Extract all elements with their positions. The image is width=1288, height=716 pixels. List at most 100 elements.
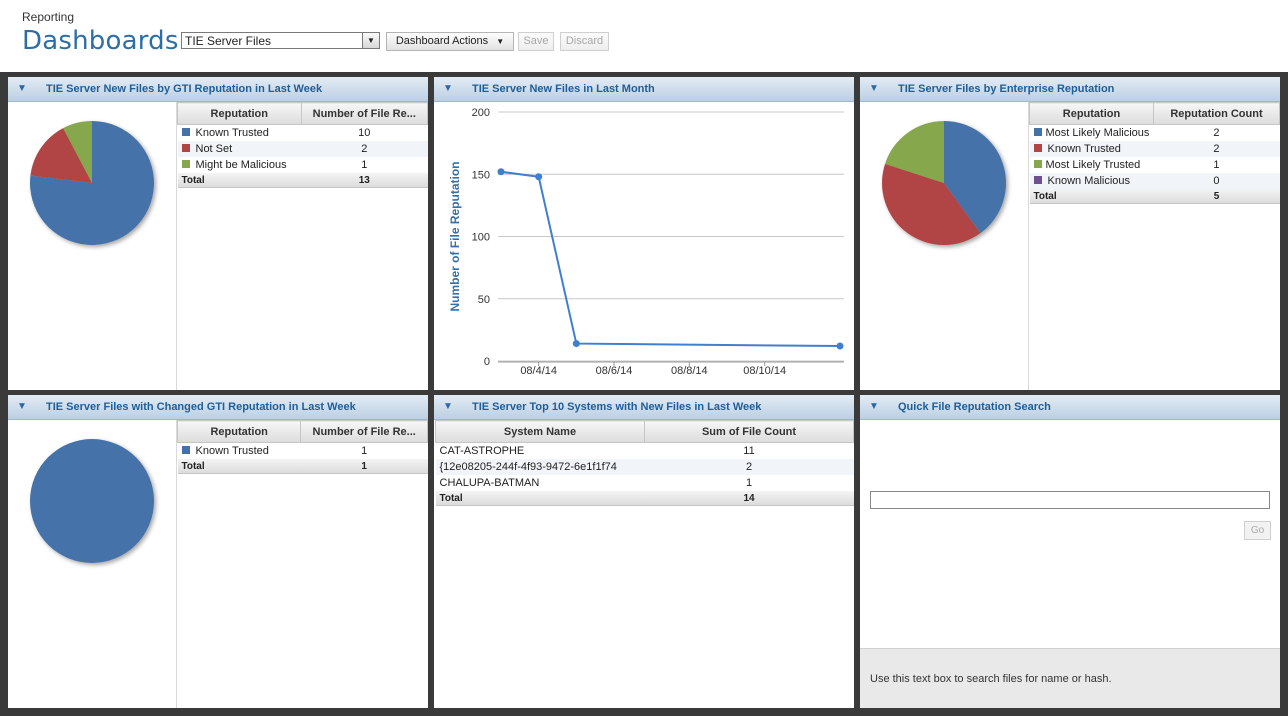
panel-quick-file-search: ▼ Quick File Reputation Search Go Use th… <box>860 395 1280 708</box>
row-label: CAT-ASTROPHE <box>439 445 525 457</box>
panel-title-bar[interactable]: ▼ TIE Server Files by Enterprise Reputat… <box>860 77 1280 102</box>
go-button[interactable]: Go <box>1244 521 1271 540</box>
panel-title-bar[interactable]: ▼ TIE Server New Files by GTI Reputation… <box>8 77 428 102</box>
column-header-reputation[interactable]: Reputation <box>1029 102 1154 125</box>
save-button[interactable]: Save <box>518 32 554 51</box>
panel-divider <box>176 420 177 708</box>
table-row[interactable]: Known Trusted 1 <box>178 443 428 460</box>
total-label: Total <box>435 491 645 506</box>
panel-title-bar[interactable]: ▼ TIE Server New Files in Last Month <box>434 77 854 102</box>
column-header-reputation[interactable]: Reputation <box>176 420 302 443</box>
pie-slice-most-likely-malicious[interactable] <box>944 121 1006 234</box>
page-header: Reporting Dashboards TIE Server Files ▼ … <box>0 0 1288 72</box>
panel-divider <box>1028 102 1029 390</box>
x-tick-label: 08/4/14 <box>520 365 557 377</box>
search-help-text: Use this text box to search files for na… <box>860 648 1280 708</box>
row-value: 2 <box>644 459 854 475</box>
table-row[interactable]: Not Set 2 <box>177 141 428 157</box>
row-value: 2 <box>301 141 428 157</box>
table-row[interactable]: {12e08205-244f-4f93-9472-6e1f1f74 2 <box>435 459 854 475</box>
column-header-count[interactable]: Number of File Re... <box>300 420 428 443</box>
line-chart-month: 0 50 100 150 200 08/4/14 08/6/14 08/8/14 08/10/1… <box>448 107 844 377</box>
y-tick-label: 200 <box>472 107 490 119</box>
pie-slice-most-likely-trusted[interactable] <box>885 120 944 183</box>
table-row[interactable]: Known Trusted 2 <box>1029 141 1280 157</box>
legend-swatch <box>1033 128 1042 137</box>
legend-swatch <box>1033 160 1042 169</box>
reputation-table: Reputation Reputation Count Most Likely … <box>1029 102 1280 204</box>
reputation-table: Reputation Number of File Re... Known Tr… <box>176 420 428 474</box>
y-tick-label: 100 <box>472 232 490 244</box>
collapse-triangle-icon[interactable]: ▼ <box>17 401 27 412</box>
data-point[interactable] <box>836 342 844 350</box>
table-row[interactable]: Known Malicious 0 <box>1029 173 1280 189</box>
collapse-triangle-icon[interactable]: ▼ <box>869 83 879 94</box>
panel-title: TIE Server Files by Enterprise Reputatio… <box>898 83 1115 95</box>
discard-button[interactable]: Discard <box>560 32 609 51</box>
panel-title-bar[interactable]: ▼ Quick File Reputation Search <box>860 395 1280 420</box>
collapse-triangle-icon[interactable]: ▼ <box>443 83 453 94</box>
pie-slice-known-trusted[interactable] <box>30 439 154 563</box>
legend-swatch <box>1033 144 1042 153</box>
column-header-file-count[interactable]: Sum of File Count <box>644 420 854 443</box>
column-header-count[interactable]: Number of File Re... <box>300 102 428 125</box>
dashboard-select-value: TIE Server Files <box>185 34 272 48</box>
panel-title: Quick File Reputation Search <box>898 401 1051 413</box>
table-row[interactable]: Most Likely Trusted 1 <box>1030 157 1280 173</box>
table-total-row: Total 5 <box>1029 189 1280 204</box>
total-label: Total <box>177 459 301 474</box>
collapse-triangle-icon[interactable]: ▼ <box>443 401 453 412</box>
total-value: 14 <box>644 491 854 506</box>
file-search-input[interactable] <box>870 491 1270 509</box>
y-tick-label: 0 <box>484 356 490 368</box>
table-total-row: Total 13 <box>177 173 428 188</box>
page-title: Dashboards <box>22 26 179 56</box>
chevron-down-icon: ▼ <box>496 37 505 46</box>
panel-title-bar[interactable]: ▼ TIE Server Top 10 Systems with New Fil… <box>434 395 854 420</box>
y-axis-label: Number of File Reputation <box>448 162 462 312</box>
chevron-down-icon[interactable]: ▼ <box>362 33 379 48</box>
dashboard-select[interactable]: TIE Server Files ▼ <box>181 32 380 49</box>
pie-chart-gti <box>30 121 155 245</box>
panel-top10-systems: ▼ TIE Server Top 10 Systems with New Fil… <box>434 395 854 708</box>
y-tick-label: 50 <box>478 294 490 306</box>
column-header-reputation[interactable]: Reputation <box>177 102 302 125</box>
panel-new-files-month: ▼ TIE Server New Files in Last Month 0 50… <box>434 77 854 390</box>
table-row[interactable]: Known Trusted 10 <box>178 125 428 142</box>
row-label: Known Trusted <box>195 127 269 139</box>
row-label: Known Trusted <box>1047 143 1121 155</box>
row-value: 1 <box>361 159 368 171</box>
row-value: 11 <box>743 445 755 457</box>
table-row[interactable]: CHALUPA-BATMAN 1 <box>436 475 854 491</box>
panel-title-bar[interactable]: ▼ TIE Server Files with Changed GTI Repu… <box>8 395 428 420</box>
dashboard-actions-button[interactable]: Dashboard Actions ▼ <box>386 32 514 51</box>
total-label: Total <box>177 173 302 188</box>
column-header-system-name[interactable]: System Name <box>435 420 645 443</box>
pie-slice-not-set[interactable] <box>30 128 92 183</box>
data-point[interactable] <box>572 340 580 348</box>
panel-gti-reputation-week: ▼ TIE Server New Files by GTI Reputation… <box>8 77 428 390</box>
data-point[interactable] <box>535 173 543 181</box>
collapse-triangle-icon[interactable]: ▼ <box>869 401 879 412</box>
pie-slice-known-trusted[interactable] <box>882 163 981 245</box>
collapse-triangle-icon[interactable]: ▼ <box>17 83 27 94</box>
dashboard-actions-label: Dashboard Actions <box>395 35 489 47</box>
table-row[interactable]: Might be Malicious 1 <box>178 157 428 173</box>
breadcrumb[interactable]: Reporting <box>22 10 75 24</box>
column-header-count[interactable]: Reputation Count <box>1152 102 1280 125</box>
row-label: CHALUPA-BATMAN <box>439 477 540 489</box>
panel-changed-gti-reputation: ▼ TIE Server Files with Changed GTI Repu… <box>8 395 428 708</box>
table-total-row: Total 1 <box>177 459 428 474</box>
legend-swatch <box>181 144 190 153</box>
row-label: Most Likely Trusted <box>1045 159 1141 171</box>
data-point[interactable] <box>497 168 505 176</box>
pie-chart-changed <box>30 439 154 563</box>
reputation-table: Reputation Number of File Re... Known Tr… <box>177 102 428 188</box>
row-label: Known Malicious <box>1047 175 1131 187</box>
table-row[interactable]: CAT-ASTROPHE 11 <box>436 443 854 460</box>
x-tick-label: 08/6/14 <box>596 365 633 377</box>
x-tick-label: 08/8/14 <box>671 365 708 377</box>
table-row[interactable]: Most Likely Malicious 2 <box>1030 125 1280 142</box>
pie-slice-might-be-malicious[interactable] <box>63 121 92 183</box>
pie-chart-enterprise <box>882 120 1006 245</box>
